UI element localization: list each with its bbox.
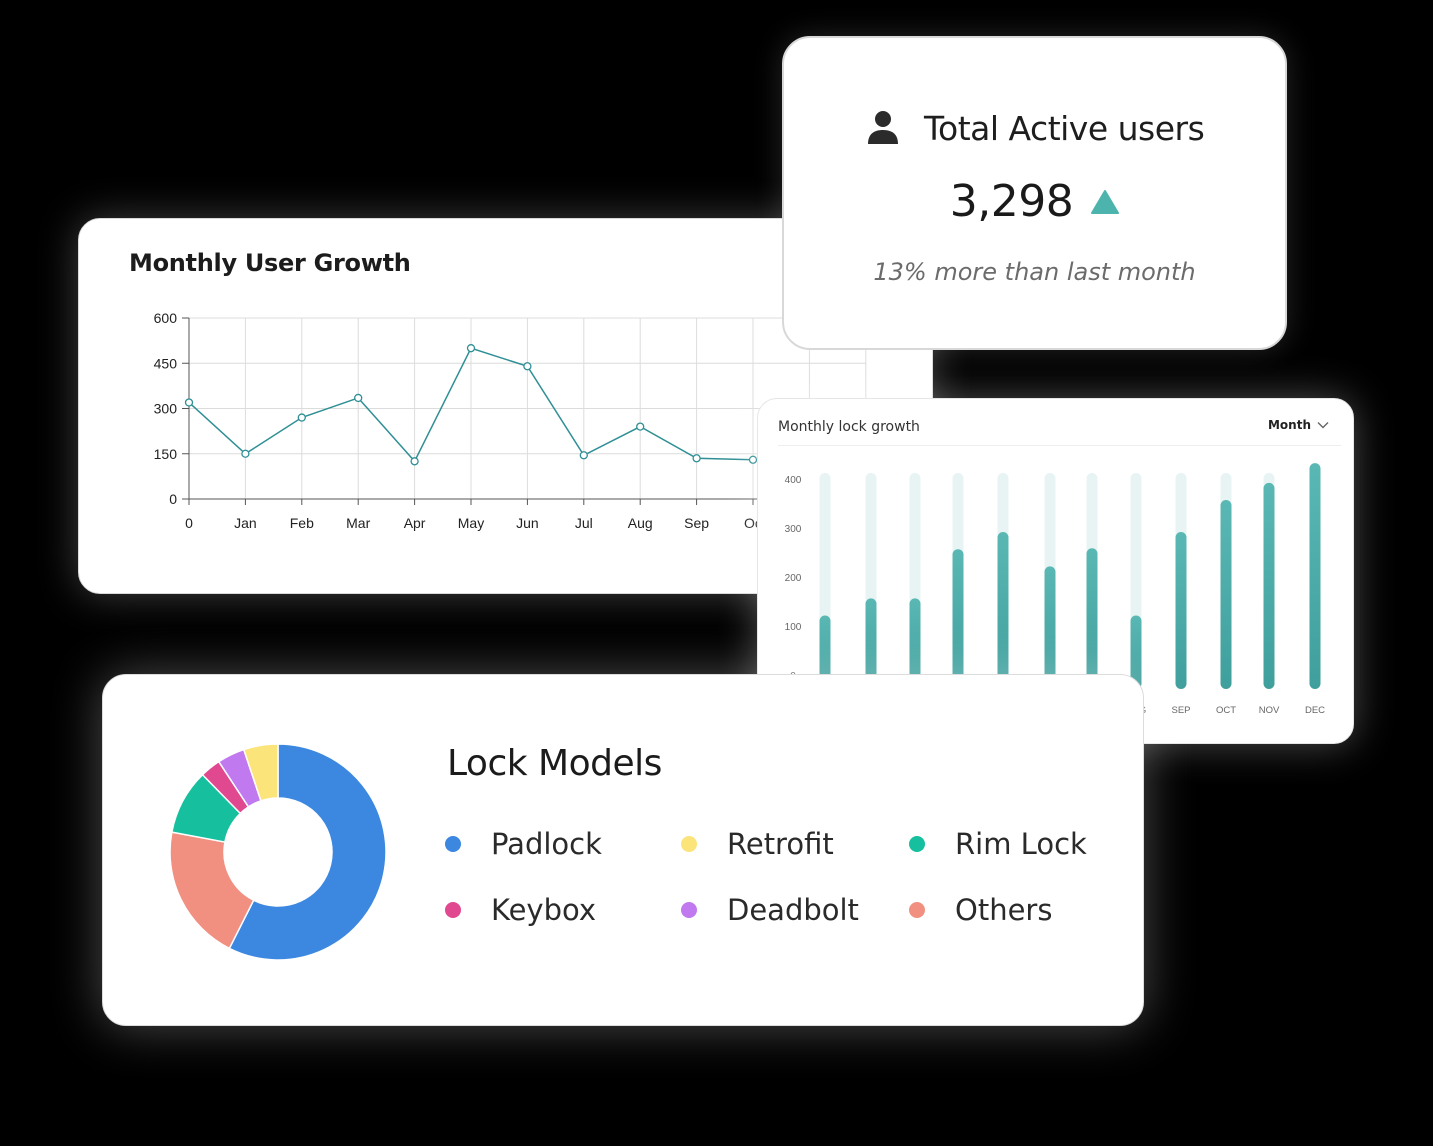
total-active-users-card: Total Active users 3,298 13% more than l… — [782, 36, 1287, 350]
active-users-value-row: 3,298 — [784, 176, 1285, 227]
legend-label: Keybox — [491, 893, 596, 927]
legend-dot — [681, 902, 697, 918]
period-select[interactable]: Month — [1268, 418, 1329, 432]
header-divider — [778, 445, 1341, 446]
data-point — [636, 422, 645, 431]
x-tick-label: NOV — [1259, 705, 1280, 716]
bar — [952, 549, 964, 689]
y-tick-label: 450 — [154, 355, 178, 371]
growth-chart-title: Monthly User Growth — [129, 249, 411, 277]
legend-item-keybox: Keybox — [445, 893, 596, 927]
x-tick-label: Apr — [404, 515, 426, 531]
chevron-down-icon — [1317, 422, 1329, 429]
data-point — [410, 457, 419, 466]
legend-label: Rim Lock — [955, 827, 1087, 861]
legend-item-deadbolt: Deadbolt — [681, 893, 859, 927]
legend-dot — [909, 902, 925, 918]
donut-slice — [242, 743, 279, 802]
y-tick-label: 100 — [785, 622, 802, 633]
legend-label: Others — [955, 893, 1053, 927]
bar — [1086, 548, 1098, 689]
legend-dot — [445, 836, 461, 852]
x-tick-label: Jun — [516, 515, 539, 531]
x-tick-label: Jan — [234, 515, 257, 531]
bar — [909, 598, 921, 689]
data-point — [297, 413, 306, 422]
x-tick-label: Sep — [684, 515, 709, 531]
x-tick-label: DEC — [1305, 705, 1325, 716]
x-tick-label: Feb — [290, 515, 314, 531]
x-tick-label: Aug — [628, 515, 653, 531]
active-users-count: 3,298 — [949, 176, 1074, 227]
data-point — [748, 455, 758, 464]
data-point — [579, 451, 588, 460]
lock-models-donut-chart — [169, 743, 387, 961]
bar — [997, 531, 1009, 689]
y-tick-label: 150 — [154, 446, 178, 462]
active-users-title: Total Active users — [924, 108, 1205, 148]
donut-slice — [169, 831, 255, 950]
x-tick-label: OCT — [1216, 705, 1236, 716]
legend-dot — [681, 836, 697, 852]
legend-item-retrofit: Retrofit — [681, 827, 834, 861]
legend-dot — [909, 836, 925, 852]
x-tick-label: SEP — [1171, 705, 1190, 716]
bar — [1044, 566, 1056, 689]
period-select-value: Month — [1267, 418, 1311, 432]
lock-models-title: Lock Models — [447, 743, 662, 784]
active-users-change-note: 13% more than last month — [873, 258, 1196, 286]
legend-label: Retrofit — [727, 827, 834, 861]
bar — [819, 615, 831, 689]
y-tick-label: 300 — [154, 401, 178, 417]
active-users-header: Total Active users — [866, 106, 1205, 150]
data-point — [692, 454, 701, 463]
trend-up-icon — [1091, 189, 1120, 214]
bar — [1263, 482, 1275, 689]
data-point — [354, 393, 363, 403]
y-tick-label: 400 — [785, 475, 802, 486]
user-growth-line-chart: 0 150 300 450 600 0 Jan Feb Mar Apr May Jun Jul Aug Se… — [154, 310, 867, 531]
x-tick-label: Mar — [346, 515, 370, 531]
legend-item-others: Others — [909, 893, 1052, 927]
data-point — [466, 344, 476, 353]
legend-dot — [445, 902, 461, 918]
legend-label: Padlock — [491, 827, 602, 861]
data-point — [523, 362, 532, 371]
user-icon — [868, 111, 898, 144]
lock-models-card: Lock Models Padlock Retrofit Rim Lock Ke… — [102, 674, 1144, 1026]
x-tick-label: 0 — [185, 515, 193, 531]
lock-growth-title: Monthly lock growth — [778, 419, 920, 435]
bar — [1220, 500, 1232, 689]
bar — [1309, 463, 1321, 689]
x-tick-label: May — [458, 515, 484, 531]
legend-label: Deadbolt — [727, 893, 859, 927]
y-tick-label: 200 — [785, 573, 802, 584]
y-tick-label: 300 — [785, 524, 802, 535]
bar — [1130, 615, 1142, 689]
y-tick-label: 600 — [154, 310, 178, 326]
data-point — [241, 449, 250, 458]
data-point — [184, 398, 194, 407]
lock-growth-bar-chart: 0100200300400JANFEBMARAPRMAYJUNJULAUGSEP… — [785, 463, 1325, 716]
y-tick-label: 0 — [169, 491, 177, 507]
bar — [865, 598, 877, 689]
legend-item-rim-lock: Rim Lock — [909, 827, 1087, 861]
donut-slice — [228, 743, 387, 961]
legend-item-padlock: Padlock — [445, 827, 602, 861]
bar — [1175, 531, 1187, 689]
x-tick-label: Jul — [575, 515, 593, 531]
